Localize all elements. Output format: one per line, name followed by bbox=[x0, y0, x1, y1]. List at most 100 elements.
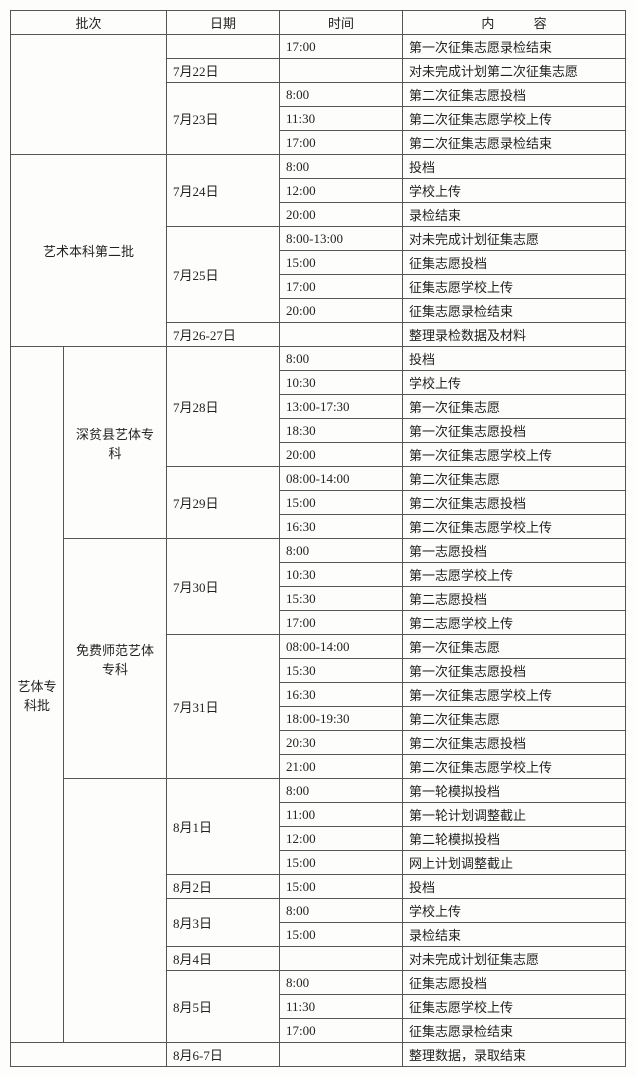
date-cell: 7月26-27日 bbox=[167, 323, 280, 347]
content-cell: 征集志愿投档 bbox=[403, 251, 626, 275]
header-time: 时间 bbox=[280, 11, 403, 35]
content-cell: 第二次征集志愿录检结束 bbox=[403, 131, 626, 155]
date-cell: 7月28日 bbox=[167, 347, 280, 467]
content-cell: 第二次征集志愿学校上传 bbox=[403, 515, 626, 539]
time-cell: 15:00 bbox=[280, 851, 403, 875]
time-cell: 20:00 bbox=[280, 443, 403, 467]
table-row: 艺体专科批 深贫县艺体专科 7月28日 8:00 投档 bbox=[11, 347, 626, 371]
batch-cell-empty bbox=[11, 35, 167, 155]
time-cell: 15:00 bbox=[280, 875, 403, 899]
content-cell: 整理数据，录取结束 bbox=[403, 1043, 626, 1067]
content-cell: 对未完成计划征集志愿 bbox=[403, 227, 626, 251]
time-cell: 16:30 bbox=[280, 683, 403, 707]
time-cell: 15:30 bbox=[280, 587, 403, 611]
table-row: 8月6-7日 整理数据，录取结束 bbox=[11, 1043, 626, 1067]
content-cell: 整理录检数据及材料 bbox=[403, 323, 626, 347]
time-cell: 17:00 bbox=[280, 35, 403, 59]
content-cell: 征集志愿学校上传 bbox=[403, 995, 626, 1019]
time-cell: 15:30 bbox=[280, 659, 403, 683]
time-cell: 8:00 bbox=[280, 347, 403, 371]
content-cell: 第一次征集志愿录检结束 bbox=[403, 35, 626, 59]
content-cell: 第二次征集志愿投档 bbox=[403, 731, 626, 755]
date-cell: 8月2日 bbox=[167, 875, 280, 899]
time-cell: 8:00 bbox=[280, 899, 403, 923]
content-cell: 第二轮模拟投档 bbox=[403, 827, 626, 851]
time-cell: 12:00 bbox=[280, 827, 403, 851]
date-cell bbox=[167, 35, 280, 59]
date-cell: 7月23日 bbox=[167, 83, 280, 155]
time-cell: 8:00 bbox=[280, 779, 403, 803]
date-cell: 8月6-7日 bbox=[167, 1043, 280, 1067]
content-cell: 投档 bbox=[403, 347, 626, 371]
header-date: 日期 bbox=[167, 11, 280, 35]
content-cell: 第二志愿投档 bbox=[403, 587, 626, 611]
batch-cell-empty-last bbox=[11, 1043, 167, 1067]
date-cell: 7月31日 bbox=[167, 635, 280, 779]
time-cell: 12:00 bbox=[280, 179, 403, 203]
time-cell: 15:00 bbox=[280, 491, 403, 515]
content-cell: 第一志愿投档 bbox=[403, 539, 626, 563]
table-row: 17:00 第一次征集志愿录检结束 bbox=[11, 35, 626, 59]
date-cell: 7月24日 bbox=[167, 155, 280, 227]
sub-batch-shenpin: 深贫县艺体专科 bbox=[64, 347, 167, 539]
date-cell: 8月3日 bbox=[167, 899, 280, 947]
content-cell: 录检结束 bbox=[403, 923, 626, 947]
time-cell: 20:00 bbox=[280, 203, 403, 227]
sub-batch-normal: 免费师范艺体专科 bbox=[64, 539, 167, 779]
content-cell: 第二志愿学校上传 bbox=[403, 611, 626, 635]
time-cell: 15:00 bbox=[280, 923, 403, 947]
content-cell: 第一轮计划调整截止 bbox=[403, 803, 626, 827]
content-cell: 第二次征集志愿 bbox=[403, 707, 626, 731]
content-cell: 学校上传 bbox=[403, 179, 626, 203]
date-cell: 8月1日 bbox=[167, 779, 280, 875]
content-cell: 第二次征集志愿学校上传 bbox=[403, 755, 626, 779]
content-cell: 投档 bbox=[403, 875, 626, 899]
time-cell: 11:30 bbox=[280, 107, 403, 131]
content-cell: 第二次征集志愿投档 bbox=[403, 491, 626, 515]
time-cell: 18:30 bbox=[280, 419, 403, 443]
content-cell: 征集志愿学校上传 bbox=[403, 275, 626, 299]
date-cell: 7月25日 bbox=[167, 227, 280, 323]
time-cell: 11:30 bbox=[280, 995, 403, 1019]
header-row: 批次 日期 时间 内 容 bbox=[11, 11, 626, 35]
time-cell: 15:00 bbox=[280, 251, 403, 275]
table-row: 8月1日 8:00 第一轮模拟投档 bbox=[11, 779, 626, 803]
table-row: 免费师范艺体专科 7月30日 8:00 第一志愿投档 bbox=[11, 539, 626, 563]
batch-cell-art-sport-junior: 艺体专科批 bbox=[11, 347, 64, 1043]
content-cell: 对未完成计划征集志愿 bbox=[403, 947, 626, 971]
content-cell: 第一志愿学校上传 bbox=[403, 563, 626, 587]
time-cell: 17:00 bbox=[280, 611, 403, 635]
time-cell bbox=[280, 59, 403, 83]
content-cell: 征集志愿投档 bbox=[403, 971, 626, 995]
time-cell: 10:30 bbox=[280, 563, 403, 587]
table-row: 艺术本科第二批 7月24日 8:00 投档 bbox=[11, 155, 626, 179]
content-cell: 征集志愿录检结束 bbox=[403, 299, 626, 323]
time-cell: 20:00 bbox=[280, 299, 403, 323]
time-cell: 8:00 bbox=[280, 539, 403, 563]
content-cell: 第二次征集志愿 bbox=[403, 467, 626, 491]
batch-cell-art-undergrad-2: 艺术本科第二批 bbox=[11, 155, 167, 347]
content-cell: 第一次征集志愿投档 bbox=[403, 419, 626, 443]
time-cell: 17:00 bbox=[280, 1019, 403, 1043]
content-cell: 第一次征集志愿学校上传 bbox=[403, 683, 626, 707]
content-cell: 征集志愿录检结束 bbox=[403, 1019, 626, 1043]
content-cell: 学校上传 bbox=[403, 371, 626, 395]
time-cell: 20:30 bbox=[280, 731, 403, 755]
sub-batch-empty bbox=[64, 779, 167, 1043]
header-content: 内 容 bbox=[403, 11, 626, 35]
time-cell: 18:00-19:30 bbox=[280, 707, 403, 731]
content-cell: 学校上传 bbox=[403, 899, 626, 923]
time-cell: 17:00 bbox=[280, 131, 403, 155]
time-cell: 17:00 bbox=[280, 275, 403, 299]
content-cell: 第一轮模拟投档 bbox=[403, 779, 626, 803]
content-cell: 第一次征集志愿投档 bbox=[403, 659, 626, 683]
time-cell: 08:00-14:00 bbox=[280, 467, 403, 491]
content-cell: 录检结束 bbox=[403, 203, 626, 227]
time-cell: 13:00-17:30 bbox=[280, 395, 403, 419]
content-cell: 投档 bbox=[403, 155, 626, 179]
content-cell: 网上计划调整截止 bbox=[403, 851, 626, 875]
time-cell: 08:00-14:00 bbox=[280, 635, 403, 659]
time-cell: 11:00 bbox=[280, 803, 403, 827]
time-cell: 8:00-13:00 bbox=[280, 227, 403, 251]
time-cell: 8:00 bbox=[280, 971, 403, 995]
